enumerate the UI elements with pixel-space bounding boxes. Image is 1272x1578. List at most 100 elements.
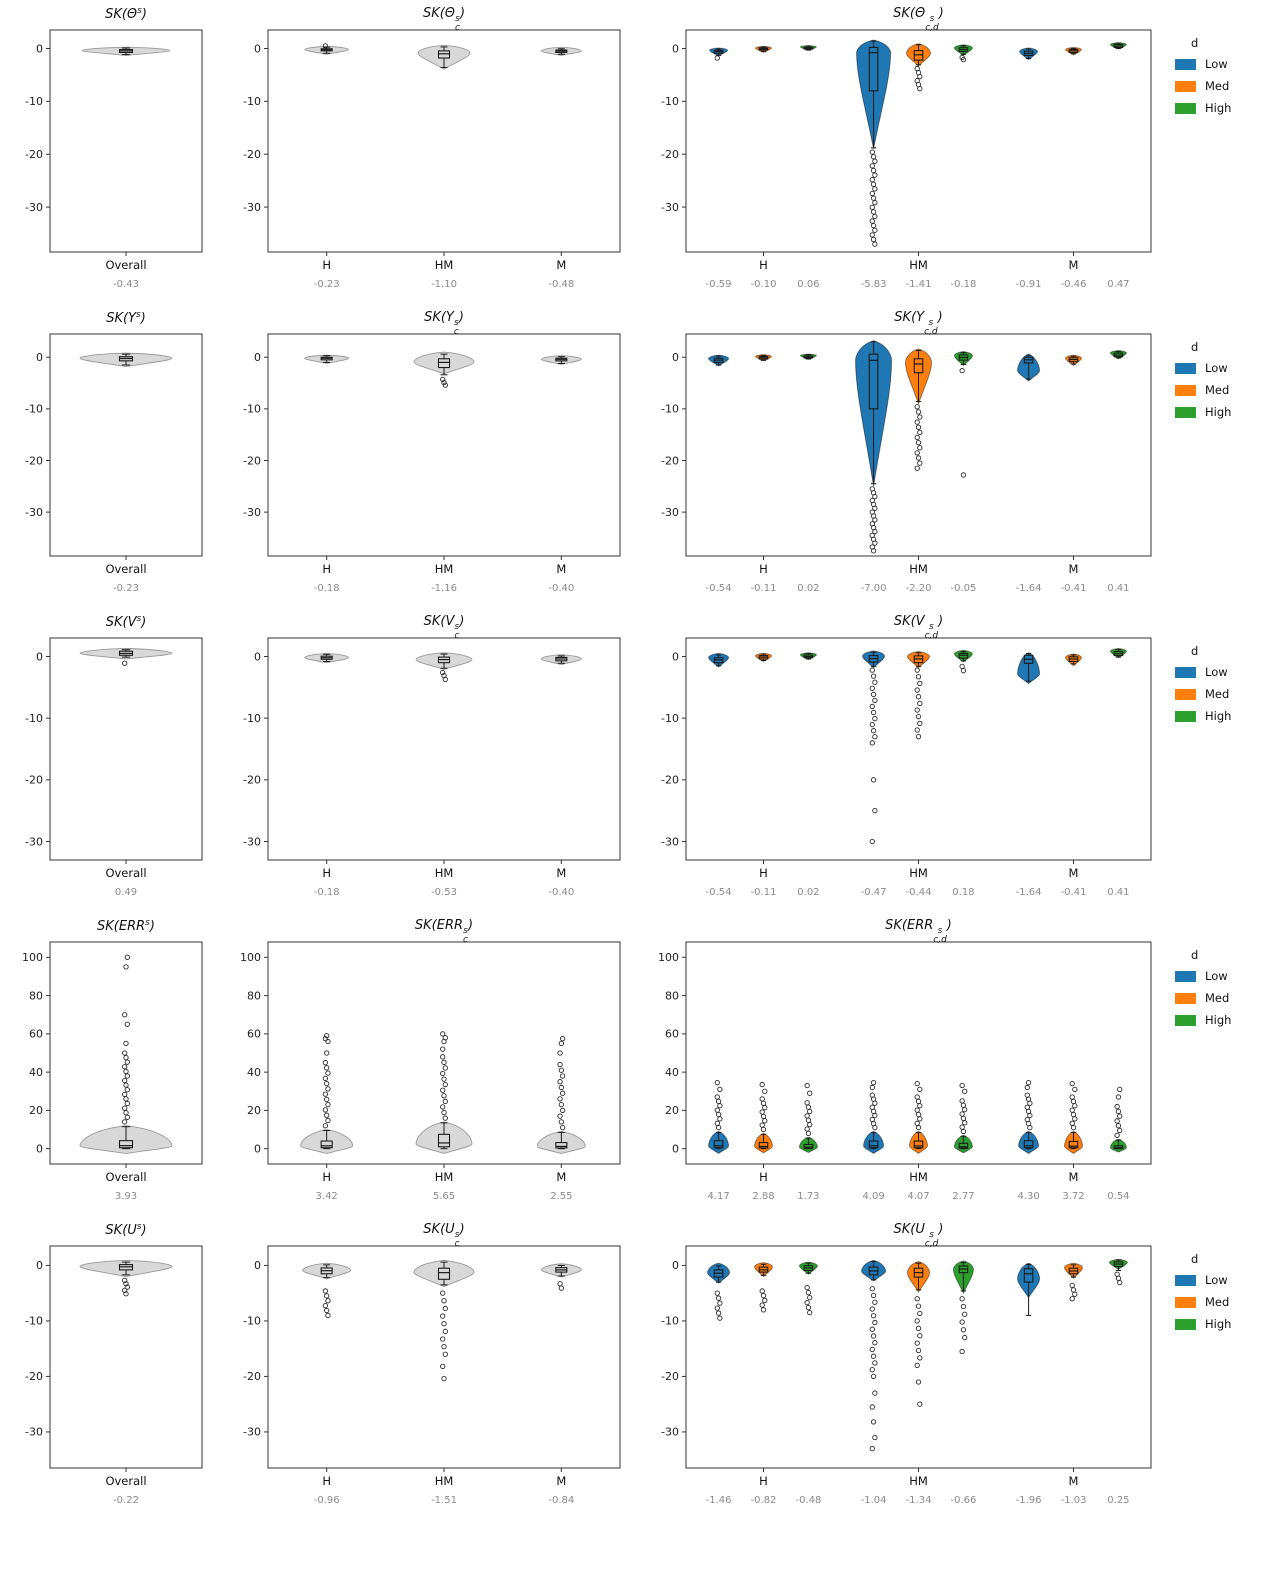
outlier-point: [1117, 1086, 1123, 1093]
y-tick-label: 80: [247, 989, 261, 1002]
mean-label: -0.11: [751, 583, 777, 594]
y-tick-label: 60: [247, 1028, 261, 1041]
legend-item-med: Med: [1175, 687, 1231, 701]
outlier-point: [869, 1404, 875, 1410]
outlier-point: [760, 1307, 767, 1313]
outlier-point: [869, 232, 875, 238]
subplot-canvas: 0 20 40 60 80 100 Overall 3.93: [22, 941, 203, 1202]
outlier-point: [914, 404, 920, 410]
mean-label: -1.16: [431, 583, 457, 594]
y-tick-label: -30: [25, 201, 43, 214]
y-tick-label: 0: [254, 42, 261, 55]
mean-label: -0.84: [548, 1495, 574, 1506]
legend-item-low: Low: [1175, 1273, 1231, 1287]
outlier-point: [124, 1073, 130, 1079]
outlier-point: [559, 1107, 566, 1114]
outlier-point: [559, 1124, 566, 1131]
outlier-point: [872, 1340, 878, 1346]
outlier-point: [917, 86, 923, 92]
outlier-point: [869, 163, 875, 169]
outlier-point: [805, 1304, 812, 1311]
outlier-point: [870, 167, 877, 174]
legend-item-low: Low: [1175, 361, 1231, 375]
mean-label: -0.47: [861, 887, 887, 898]
x-tick-label: H: [322, 1170, 331, 1184]
outlier-point: [122, 1105, 128, 1111]
outlier-point: [870, 181, 877, 187]
subplot-r5-c3: SK(U s c,d) 0 -10 -20 -30 H -1.46 -0.82 -0.48 HM -1.…: [640, 1222, 1159, 1514]
outlier-point: [1025, 1080, 1032, 1086]
outlier-point: [805, 1117, 812, 1123]
outlier-point: [804, 1299, 810, 1306]
violin-med: [907, 651, 930, 669]
y-tick-label: 0: [254, 1142, 261, 1155]
outlier-point: [440, 1070, 446, 1077]
outlier-point: [759, 1122, 765, 1128]
plot-border: [49, 29, 203, 253]
outlier-point: [1069, 1080, 1075, 1087]
subplot-r5-c2: SK(U s c) 0 -10 -20 -30 H -0.96 HM -1.51 M -0.84: [222, 1222, 628, 1514]
outlier-point: [715, 1111, 722, 1118]
outlier-point: [805, 1104, 812, 1110]
outlier-point: [440, 1104, 446, 1110]
mean-label: 0.25: [1107, 1495, 1129, 1506]
legend-item-high: High: [1175, 1317, 1231, 1331]
violin-gray: [540, 654, 582, 665]
y-tick-label: -10: [243, 1315, 261, 1328]
mean-label: 2.55: [550, 1191, 572, 1202]
outlier-point: [123, 1096, 129, 1102]
y-tick-label: -20: [243, 148, 261, 161]
outlier-point: [123, 1291, 129, 1297]
outlier-point: [325, 1117, 331, 1124]
subplot-title: SK(Vs): [105, 614, 147, 630]
x-tick-label: M: [556, 1170, 566, 1184]
outlier-point: [325, 1086, 331, 1092]
outlier-point: [714, 1107, 720, 1113]
outlier-point: [1072, 1103, 1078, 1109]
outlier-point: [325, 1102, 331, 1108]
outlier-point: [717, 1116, 723, 1122]
x-tick-label: H: [759, 258, 768, 272]
mean-label: 0.54: [1107, 1191, 1129, 1202]
outlier-point: [123, 1068, 129, 1075]
figure-row-4: SK(ERRs) 0 20 40 60 80 100 Overall 3.93 SK(ERR s c)…: [4, 918, 1272, 1210]
outlier-point: [870, 1353, 877, 1359]
outlier-point: [715, 1310, 722, 1316]
mean-label: 4.30: [1017, 1191, 1039, 1202]
x-tick-label: H: [759, 1170, 768, 1184]
outlier-point: [869, 667, 875, 673]
outlier-point: [872, 158, 878, 164]
legend-label-high: High: [1205, 101, 1232, 115]
x-tick-label: Overall: [105, 258, 146, 272]
y-tick-label: -20: [25, 1370, 43, 1383]
outlier-point: [872, 1319, 878, 1326]
outlier-point: [914, 1318, 920, 1324]
outlier-point: [442, 1115, 448, 1121]
outlier-point: [441, 379, 447, 386]
box-plot: [713, 1140, 724, 1149]
outlier-point: [714, 1094, 720, 1100]
subplot-canvas: 0 -10 -20 -30 Overall -0.23: [25, 333, 203, 594]
subplot-canvas: 0 -10 -20 -30 H -0.23 HM -1.10 M -0.48: [243, 29, 621, 290]
outlier-point: [872, 540, 878, 546]
outlier-point: [917, 1086, 923, 1093]
y-tick-label: -10: [661, 1315, 679, 1328]
outlier-point: [872, 697, 878, 704]
violin-gray: [79, 1259, 173, 1277]
outlier-point: [762, 1105, 768, 1111]
outlier-point: [872, 1112, 878, 1119]
outlier-point: [869, 740, 875, 746]
outlier-point: [122, 1077, 128, 1084]
x-tick-label: HM: [909, 1474, 928, 1488]
outlier-point: [917, 429, 923, 436]
outlier-point: [1027, 1124, 1033, 1131]
legend-swatch-high: [1175, 406, 1196, 418]
outlier-point: [557, 1281, 563, 1287]
outlier-point: [1027, 1112, 1033, 1119]
y-tick-label: 0: [672, 1142, 679, 1155]
outlier-point: [807, 1090, 813, 1096]
outlier-point: [915, 714, 922, 720]
legend-label-med: Med: [1205, 383, 1230, 397]
outlier-point: [123, 1082, 129, 1088]
x-tick-label: HM: [909, 1170, 928, 1184]
